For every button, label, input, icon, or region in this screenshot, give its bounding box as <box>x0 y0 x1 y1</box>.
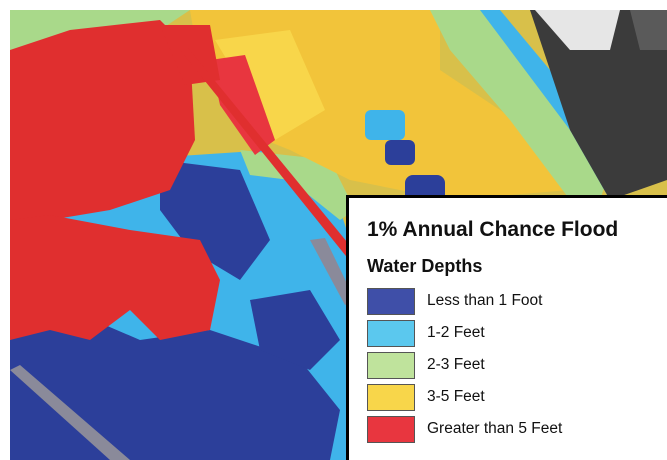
legend-item-2-3-feet: 2-3 Feet <box>367 352 657 380</box>
legend-swatch <box>367 320 415 347</box>
legend-item-greater-than-5-feet: Greater than 5 Feet <box>367 416 657 444</box>
red-zone-lower <box>10 215 220 340</box>
red-zone-upper <box>10 20 195 220</box>
road-lower-left <box>10 365 130 460</box>
legend-swatch <box>367 352 415 379</box>
legend-swatch <box>367 384 415 411</box>
roof-area <box>530 10 667 200</box>
legend-label: Less than 1 Foot <box>427 292 543 309</box>
legend-item-1-2-feet: 1-2 Feet <box>367 320 657 348</box>
pond-navy-1 <box>385 140 415 165</box>
navy-zone-spot <box>250 290 340 370</box>
green-river-strip <box>430 10 610 200</box>
red-road-line <box>180 48 370 276</box>
legend-item-3-5-feet: 3-5 Feet <box>367 384 657 412</box>
road-mid <box>310 238 355 305</box>
navy-zone-lower <box>10 310 340 460</box>
legend-label: 1-2 Feet <box>427 324 485 341</box>
legend-title: 1% Annual Chance Flood <box>367 218 619 241</box>
roof-gray <box>630 10 667 50</box>
legend-item-less-than-1-foot: Less than 1 Foot <box>367 288 657 316</box>
map-legend: 1% Annual Chance Flood Water Depths Less… <box>346 195 667 460</box>
roof-white <box>535 10 620 50</box>
building-red-edge <box>210 55 275 155</box>
legend-swatch <box>367 416 415 443</box>
navy-zone-mid <box>160 160 270 280</box>
legend-subtitle: Water Depths <box>367 256 483 276</box>
legend-label: 2-3 Feet <box>427 356 485 373</box>
pond-light <box>365 110 405 140</box>
legend-swatch <box>367 288 415 315</box>
legend-label: 3-5 Feet <box>427 388 485 405</box>
legend-label: Greater than 5 Feet <box>427 420 563 437</box>
